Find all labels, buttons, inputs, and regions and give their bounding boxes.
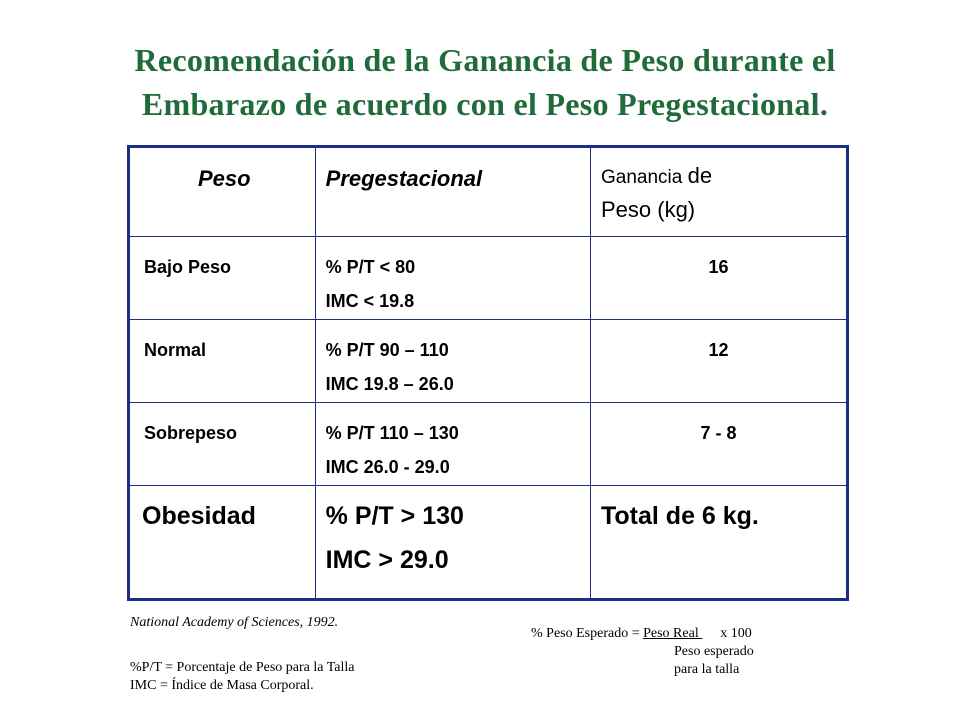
table-header-row: Peso Pregestacional Ganancia de Peso (kg) — [128, 146, 849, 237]
abbr-pt: %P/T = Porcentaje de Peso para la Talla — [130, 660, 355, 675]
row-gain: 16 — [589, 236, 849, 320]
title-line-2: Embarazo de acuerdo con el Peso Pregesta… — [141, 86, 829, 122]
row-ranges: % P/T > 130 IMC > 29.0 — [314, 485, 591, 600]
row-gain: 12 — [589, 319, 849, 403]
formula-denominator-2: para la talla — [674, 662, 740, 677]
table-row: Sobrepeso % P/T 110 – 130 IMC 26.0 - 29.0… — [128, 402, 849, 486]
formula-denominator-1: Peso esperado — [674, 644, 754, 659]
weight-formula: % Peso Esperado = Peso Real x 100 Peso e… — [531, 625, 754, 679]
row-ranges: % P/T < 80 IMC < 19.8 — [314, 236, 591, 320]
formula-line: % Peso Esperado = Peso Real x 100 — [531, 626, 752, 641]
table-row: Obesidad % P/T > 130 IMC > 29.0 Total de … — [128, 485, 849, 600]
table-row: Normal % P/T 90 – 110 IMC 19.8 – 26.0 12 — [128, 319, 849, 403]
page-title: Recomendación de la Ganancia de Peso dur… — [40, 38, 930, 126]
abbreviations: %P/T = Porcentaje de Peso para la Talla … — [130, 659, 355, 695]
row-category: Obesidad — [128, 485, 316, 600]
row-gain: Total de 6 kg. — [589, 485, 849, 600]
row-ranges: % P/T 110 – 130 IMC 26.0 - 29.0 — [314, 402, 591, 486]
header-ganancia: Ganancia de Peso (kg) — [589, 146, 849, 237]
row-category: Normal — [128, 319, 316, 403]
row-category: Sobrepeso — [128, 402, 316, 486]
abbr-imc: IMC = Índice de Masa Corporal. — [130, 678, 314, 693]
table-row: Bajo Peso % P/T < 80 IMC < 19.8 16 — [128, 236, 849, 320]
source-citation: National Academy of Sciences, 1992. — [130, 615, 339, 630]
row-gain: 7 - 8 — [589, 402, 849, 486]
row-category: Bajo Peso — [128, 236, 316, 320]
header-peso: Peso — [128, 146, 316, 237]
row-ranges: % P/T 90 – 110 IMC 19.8 – 26.0 — [314, 319, 591, 403]
title-line-1: Recomendación de la Ganancia de Peso dur… — [134, 42, 836, 78]
header-pregestacional: Pregestacional — [314, 146, 591, 237]
weight-gain-table: Peso Pregestacional Ganancia de Peso (kg)… — [127, 145, 849, 601]
